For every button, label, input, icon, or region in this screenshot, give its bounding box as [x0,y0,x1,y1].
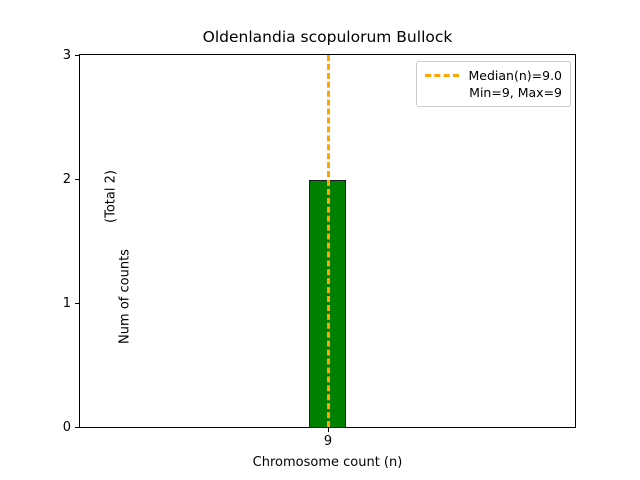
legend: Median(n)=9.0 Min=9, Max=9 [416,61,571,107]
y-tick-mark-0 [75,427,80,428]
legend-label-minmax: Min=9, Max=9 [469,85,562,100]
x-axis-label: Chromosome count (n) [252,455,403,470]
y-tick-mark-3 [75,55,80,56]
legend-dashed-line-icon [425,74,459,77]
x-tick-mark-9 [328,427,329,432]
x-tick-label-9: 9 [323,434,333,449]
y-tick-mark-1 [75,303,80,304]
y-axis-label: Num of counts [117,249,133,344]
legend-entry-median: Median(n)=9.0 [425,67,562,84]
y-axis-label-total: (Total 2) [103,170,119,223]
y-tick-label-2: 2 [62,172,71,187]
y-tick-mark-2 [75,179,80,180]
plot-area: 0 1 2 3 9 Num of counts (Total 2) Median… [63,49,576,448]
y-tick-label-1: 1 [62,296,71,311]
legend-label-median: Median(n)=9.0 [468,68,563,83]
y-tick-label-3: 3 [62,48,71,63]
chart-title: Oldenlandia scopulorum Bullock [202,28,453,46]
y-tick-label-0: 0 [62,420,71,435]
median-line [327,55,330,427]
